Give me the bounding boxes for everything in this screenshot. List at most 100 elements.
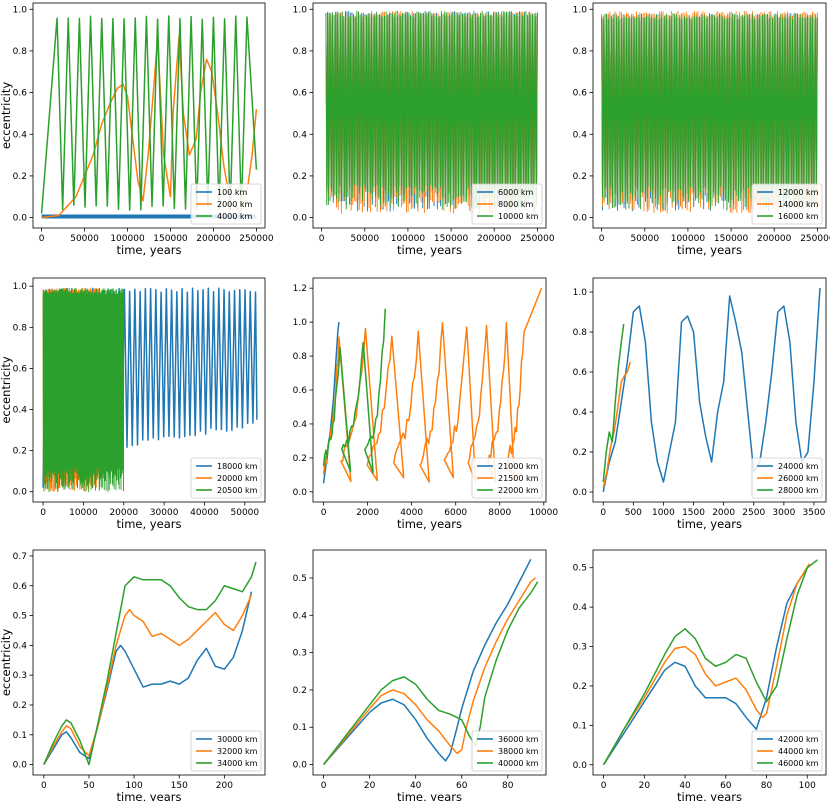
legend: 42000 km 44000 km 46000 km — [751, 730, 823, 772]
y-tick-label: 0.0 — [13, 214, 28, 224]
x-tick-label: 20 — [364, 781, 376, 791]
legend-label: 18000 km — [217, 462, 258, 471]
x-tick-label: 250000 — [800, 234, 830, 244]
x-tick-label: 40 — [410, 781, 422, 791]
y-tick-label: 0.1 — [293, 723, 307, 733]
plot-area — [325, 10, 538, 214]
y-tick-label: 0.8 — [573, 47, 588, 57]
series-line-1 — [43, 591, 253, 765]
x-tick-label: 250000 — [239, 234, 274, 244]
legend-box — [751, 730, 823, 772]
series-line-2 — [602, 361, 632, 489]
x-tick-label: 1500 — [682, 508, 705, 518]
y-tick-label: 0.2 — [13, 447, 27, 457]
legend: 12000 km 14000 km 16000 km — [751, 183, 823, 225]
axes-frame — [32, 2, 266, 229]
x-tick-label: 0 — [599, 234, 605, 244]
legend: 36000 km 38000 km 40000 km — [471, 730, 543, 772]
y-tick-label: 0.5 — [13, 612, 27, 622]
y-tick-label: 0.4 — [293, 130, 308, 140]
y-tick-label: 0.4 — [293, 611, 308, 621]
legend: 21000 km 21500 km 22000 km — [471, 457, 543, 499]
x-tick-label: 6000 — [444, 508, 467, 518]
y-tick-label: 0.4 — [573, 603, 588, 613]
legend-label: 34000 km — [217, 759, 258, 768]
x-tick-label: 250000 — [520, 234, 555, 244]
y-tick-label: 0.8 — [13, 47, 28, 57]
legend-label: 44000 km — [778, 747, 819, 756]
y-tick-label: 0.2 — [293, 172, 307, 182]
plot-area — [602, 287, 821, 493]
x-tick-label: 10000 — [529, 508, 558, 518]
x-axis-label: time, years — [677, 243, 742, 257]
legend-box — [751, 183, 823, 225]
legend-box — [471, 183, 543, 225]
series-line-3 — [322, 308, 386, 474]
x-tick-label: 50 — [83, 781, 95, 791]
y-tick-label: 0.2 — [293, 686, 307, 696]
x-tick-label: 40000 — [190, 508, 219, 518]
y-tick-label: 1.0 — [573, 288, 588, 298]
x-tick-label: 80 — [502, 781, 514, 791]
legend-label: 12000 km — [778, 188, 819, 197]
x-tick-label: 0 — [321, 781, 327, 791]
series-line-3 — [322, 581, 539, 766]
legend: 100 km 2000 km 4000 km — [190, 183, 262, 225]
x-tick-label: 50000 — [630, 234, 659, 244]
y-tick-label: 0.0 — [573, 761, 588, 771]
y-tick-label: 0.5 — [293, 574, 307, 584]
y-tick-label: 0.4 — [13, 130, 28, 140]
y-tick-label: 0.2 — [13, 172, 27, 182]
x-tick-label: 100000 — [391, 234, 426, 244]
y-tick-label: 0.2 — [573, 172, 587, 182]
legend: 18000 km 20000 km 20500 km — [190, 457, 262, 499]
plot-area — [42, 287, 258, 493]
y-tick-label: 0.4 — [13, 406, 28, 416]
legend-label: 28000 km — [778, 486, 819, 495]
series-line-2 — [322, 287, 543, 484]
x-axis-label: time, years — [677, 517, 742, 531]
x-axis-label: time, years — [117, 517, 182, 531]
legend: 6000 km 8000 km 10000 km — [471, 183, 543, 225]
series-line-3 — [325, 10, 538, 210]
axes-frame — [312, 2, 547, 229]
x-tick-label: 0 — [40, 508, 46, 518]
x-tick-label: 0 — [600, 508, 606, 518]
series-line-1 — [602, 567, 808, 766]
series-line-2 — [323, 577, 536, 766]
subplot-6: 0 500 1000 1500 2000 2500 3000 3500 0.0 0.2 0.4 0.6… — [573, 277, 827, 531]
y-tick-label: 0.0 — [13, 488, 28, 498]
y-tick-label: 1.0 — [293, 5, 308, 15]
x-axis-label: time, years — [397, 517, 462, 531]
y-tick-label: 0.8 — [293, 47, 308, 57]
y-tick-label: 0.5 — [573, 564, 587, 574]
axes-frame — [32, 549, 266, 776]
y-tick-label: 0.4 — [293, 420, 308, 430]
y-tick-label: 0.2 — [573, 682, 587, 692]
legend-box — [190, 730, 262, 772]
x-tick-label: 2000 — [712, 508, 735, 518]
x-tick-label: 0 — [39, 234, 45, 244]
y-tick-label: 0.6 — [293, 386, 308, 396]
x-tick-label: 8000 — [488, 508, 511, 518]
series-line-2 — [602, 563, 810, 766]
subplot-2: 0 50000 100000 150000 200000 250000 0.0 0.2 0.4 0… — [293, 2, 555, 257]
legend-label: 100 km — [217, 188, 247, 197]
legend-label: 14000 km — [778, 200, 819, 209]
series-line-3 — [601, 12, 818, 210]
y-tick-label: 0.8 — [573, 328, 588, 338]
y-tick-label: 0.8 — [293, 352, 308, 362]
y-tick-label: 0.2 — [573, 448, 587, 458]
x-tick-label: 100 — [126, 781, 143, 791]
x-tick-label: 0 — [601, 781, 607, 791]
legend-label: 26000 km — [778, 474, 819, 483]
series-line-2 — [41, 35, 258, 219]
subplot-7: 0 50 100 150 200 0.0 0.1 0.2 0.3 0.4 0.5 0.6 0.7 time… — [0, 549, 266, 801]
legend-label: 10000 km — [498, 212, 539, 221]
x-tick-label: 10000 — [69, 508, 98, 518]
x-tick-label: 30000 — [150, 508, 179, 518]
y-tick-label: 0.0 — [293, 488, 308, 498]
legend-box — [190, 183, 262, 225]
y-tick-label: 0.6 — [13, 582, 28, 592]
